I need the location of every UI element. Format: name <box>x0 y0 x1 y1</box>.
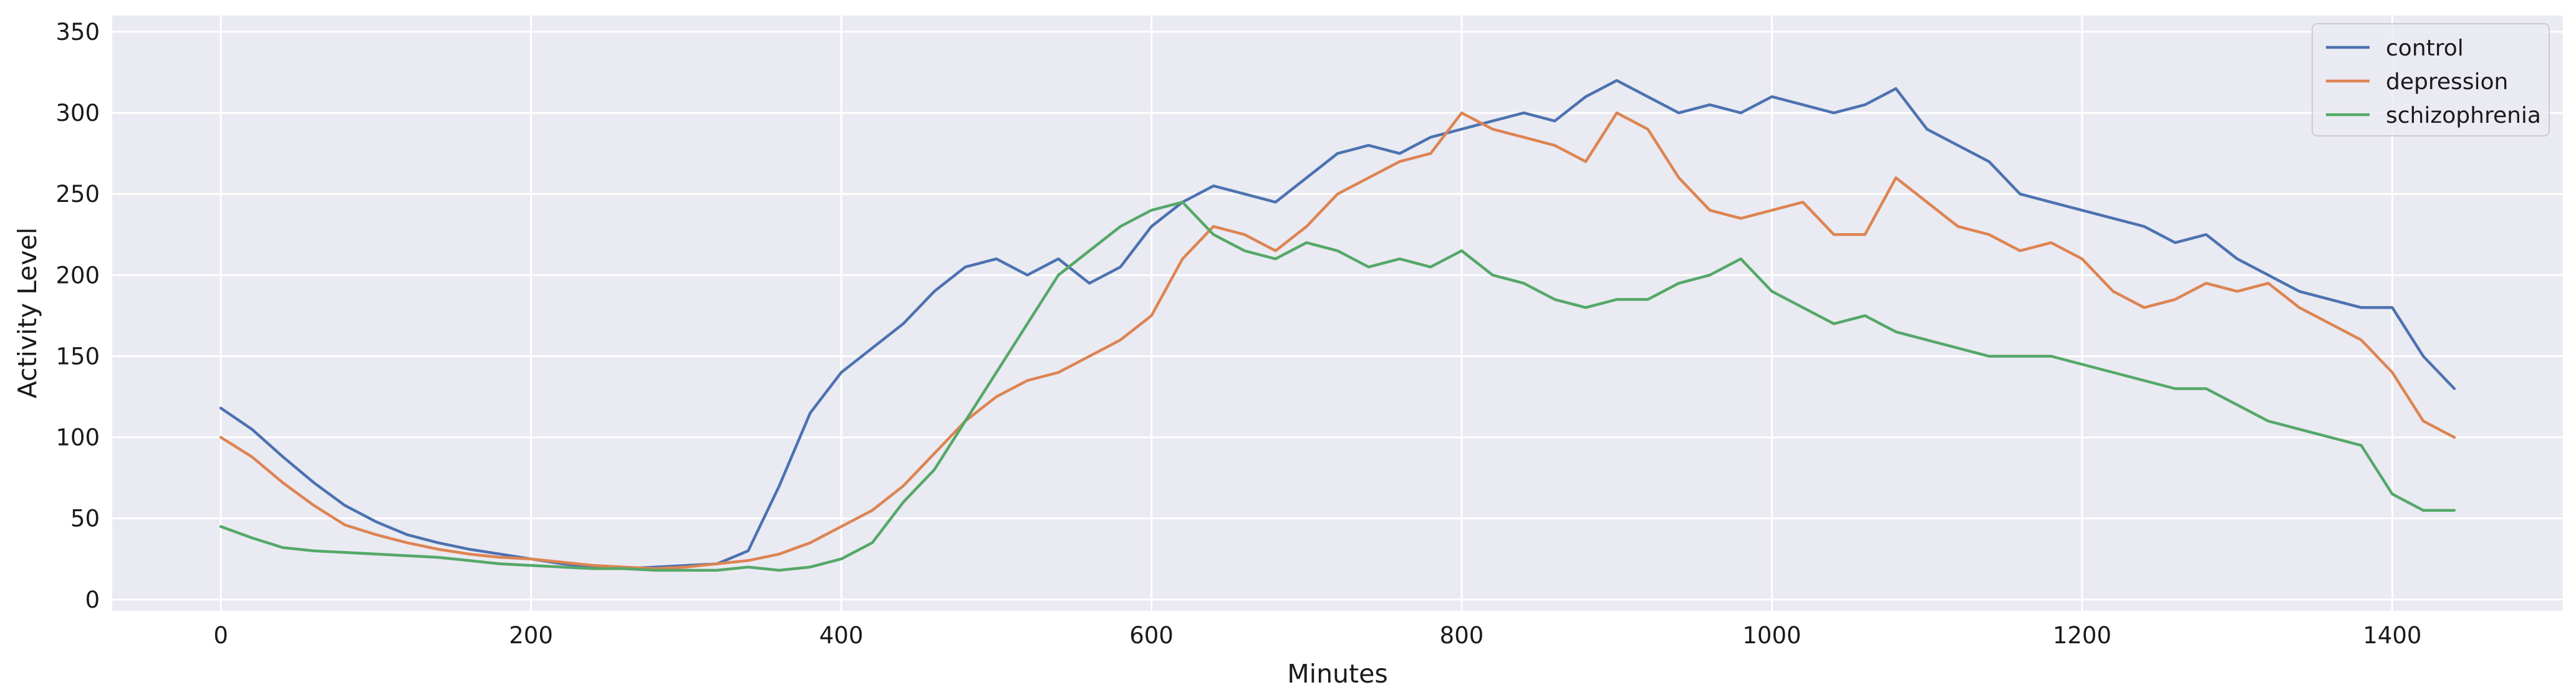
y-tick-label-7: 350 <box>55 19 100 46</box>
x-tick-label-7: 1400 <box>2363 622 2421 649</box>
series-lines <box>219 79 2456 572</box>
x-tick-label-5: 1000 <box>1742 622 1801 649</box>
y-tick-label-3: 150 <box>55 343 100 370</box>
series-line-depression <box>219 111 2456 570</box>
series-line-schizophrenia <box>219 201 2456 572</box>
plot-background <box>112 16 2563 611</box>
x-tick-label-0: 0 <box>213 622 228 649</box>
y-tick-label-4: 200 <box>55 262 100 289</box>
x-tick-label-1: 200 <box>509 622 553 649</box>
x-tick-label-6: 1200 <box>2053 622 2111 649</box>
y-axis-label: Activity Level <box>12 228 42 399</box>
x-tick-labels: 0 200 400 600 800 1000 1200 1400 <box>213 622 2421 649</box>
y-tick-label-6: 300 <box>55 100 100 127</box>
y-tick-labels: 0 50 100 150 200 250 300 350 <box>55 19 100 613</box>
x-tick-label-4: 800 <box>1440 622 1484 649</box>
legend-box <box>2312 23 2550 137</box>
y-tick-label-5: 250 <box>55 181 100 208</box>
legend: control depression schizophrenia <box>2312 23 2550 137</box>
x-axis-label: Minutes <box>1287 659 1387 689</box>
series-line-control <box>219 79 2456 570</box>
y-tick-label-2: 100 <box>55 424 100 451</box>
y-tick-label-0: 0 <box>85 587 100 613</box>
x-tick-label-3: 600 <box>1129 622 1174 649</box>
x-tick-label-2: 400 <box>819 622 864 649</box>
legend-label-control: control <box>2386 36 2464 61</box>
y-tick-label-1: 50 <box>70 506 100 532</box>
legend-label-schizophrenia: schizophrenia <box>2386 103 2541 128</box>
legend-label-depression: depression <box>2386 69 2508 95</box>
legend-items: control depression schizophrenia <box>2326 36 2541 128</box>
